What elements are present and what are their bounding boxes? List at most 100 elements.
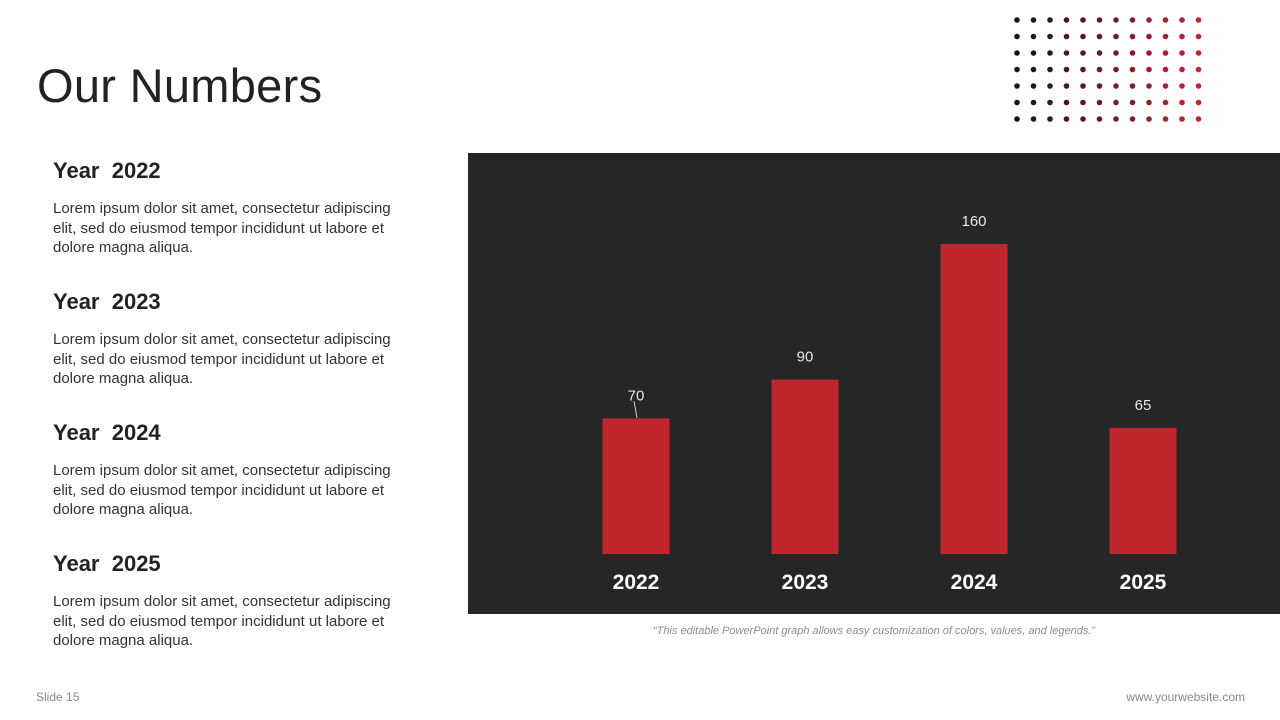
year-entry-body: Lorem ipsum dolor sit amet, consectetur … — [53, 593, 391, 649]
bar-2023 — [771, 379, 839, 554]
decorative-dot — [1162, 116, 1169, 122]
decorative-dot — [1047, 50, 1053, 56]
data-label-2025: 65 — [1135, 397, 1152, 414]
decorative-dot — [1146, 66, 1152, 73]
decorative-dot — [1063, 50, 1070, 56]
decorative-dot — [1146, 50, 1152, 56]
decorative-dot — [1063, 99, 1070, 106]
decorative-dot — [1179, 50, 1185, 56]
decorative-dot — [1047, 66, 1053, 73]
decorative-dot — [1129, 50, 1136, 56]
decorative-dot — [1014, 66, 1020, 73]
decorative-dot — [1162, 50, 1169, 56]
decorative-dot — [1113, 99, 1119, 106]
decorative-dot — [1146, 99, 1152, 106]
bar-2025 — [1109, 428, 1177, 554]
decorative-dot — [1195, 50, 1202, 56]
decorative-dot — [1030, 50, 1037, 56]
decorative-dot — [1063, 33, 1070, 40]
year-entry-body: Lorem ipsum dolor sit amet, consectetur … — [53, 462, 391, 518]
decorative-dot — [1030, 99, 1037, 106]
decorative-dot — [1047, 17, 1053, 23]
year-entry-title: Year 2022 — [53, 158, 161, 183]
decorative-dot — [1162, 83, 1169, 89]
bar-2024 — [940, 244, 1008, 554]
decorative-dot — [1113, 116, 1119, 122]
decorative-dot — [1030, 33, 1037, 40]
decorative-dot — [1080, 33, 1086, 40]
decorative-dot — [1179, 83, 1185, 89]
year-descriptions: Year 2022 Lorem ipsum dolor sit amet, co… — [53, 156, 413, 680]
x-tick-label-2024: 2024 — [951, 571, 998, 594]
decorative-dot — [1195, 83, 1202, 89]
decorative-dot — [1063, 116, 1070, 122]
decorative-dot — [1113, 17, 1119, 23]
decorative-dot — [1080, 17, 1086, 23]
slide-number: Slide 15 — [36, 690, 80, 704]
decorative-dot — [1047, 83, 1053, 89]
chart-caption: “This editable PowerPoint graph allows e… — [652, 625, 1096, 637]
decorative-dot — [1063, 83, 1070, 89]
decorative-dot — [1113, 83, 1119, 89]
decorative-dot — [1129, 66, 1136, 73]
decorative-dot — [1146, 83, 1152, 89]
decorative-dot — [1096, 83, 1103, 89]
decorative-dot — [1030, 66, 1037, 73]
year-entry: Year 2023 Lorem ipsum dolor sit amet, co… — [53, 287, 413, 418]
decorative-dot — [1179, 66, 1185, 73]
data-label-2023: 90 — [797, 349, 814, 366]
decorative-dot — [1096, 116, 1103, 122]
decorative-dot — [1129, 17, 1136, 23]
decorative-dot — [1162, 33, 1169, 40]
decorative-dot — [1014, 17, 1020, 23]
decorative-dot — [1195, 66, 1202, 73]
decorative-dot — [1162, 66, 1169, 73]
label-leader-line — [633, 400, 638, 419]
decorative-dot — [1096, 33, 1103, 40]
website-link: www.yourwebsite.com — [1126, 690, 1245, 704]
decorative-dot — [1113, 50, 1119, 56]
decorative-dot — [1080, 116, 1086, 122]
decorative-dot — [1146, 116, 1152, 122]
decorative-dot — [1096, 66, 1103, 73]
decorative-dot — [1063, 17, 1070, 23]
year-entry-title: Year 2023 — [53, 289, 161, 314]
year-entry-body: Lorem ipsum dolor sit amet, consectetur … — [53, 331, 391, 387]
decorative-dot — [1162, 17, 1169, 23]
decorative-dot — [1096, 99, 1103, 106]
decorative-dot — [1146, 17, 1152, 23]
decorative-dot — [1195, 116, 1202, 122]
decorative-dot — [1195, 17, 1202, 23]
decorative-dot — [1014, 116, 1020, 122]
data-label-2024: 160 — [961, 213, 986, 230]
decorative-dot — [1129, 33, 1136, 40]
decorative-dot — [1014, 99, 1020, 106]
decorative-dot — [1014, 33, 1020, 40]
year-entry-title: Year 2025 — [53, 551, 161, 576]
decorative-dot — [1080, 66, 1086, 73]
decorative-dot — [1162, 99, 1169, 106]
decorative-dot — [1179, 33, 1185, 40]
decorative-dot — [1195, 33, 1202, 40]
decorative-dot — [1179, 17, 1185, 23]
decorative-dot — [1096, 50, 1103, 56]
year-entry: Year 2024 Lorem ipsum dolor sit amet, co… — [53, 418, 413, 549]
year-entry: Year 2025 Lorem ipsum dolor sit amet, co… — [53, 549, 413, 680]
decorative-dot — [1047, 99, 1053, 106]
x-tick-label-2023: 2023 — [782, 571, 829, 594]
chart-panel: 70 2022 90 2023 160 2024 65 2025 — [468, 153, 1280, 614]
decorative-dot — [1195, 99, 1202, 106]
decorative-dot — [1014, 50, 1020, 56]
year-entry-title: Year 2024 — [53, 420, 161, 445]
bar-chart: 70 2022 90 2023 160 2024 65 2025 — [602, 213, 1177, 594]
decorative-dot — [1129, 99, 1136, 106]
decorative-dot — [1030, 83, 1037, 89]
decorative-dot — [1030, 17, 1037, 23]
decorative-dot — [1179, 116, 1185, 122]
year-entry-body: Lorem ipsum dolor sit amet, consectetur … — [53, 200, 391, 256]
decorative-dot — [1047, 116, 1053, 122]
decorative-dot — [1129, 83, 1136, 89]
x-tick-label-2022: 2022 — [613, 571, 660, 594]
decorative-dot — [1096, 17, 1103, 23]
bar-2022 — [602, 418, 670, 554]
